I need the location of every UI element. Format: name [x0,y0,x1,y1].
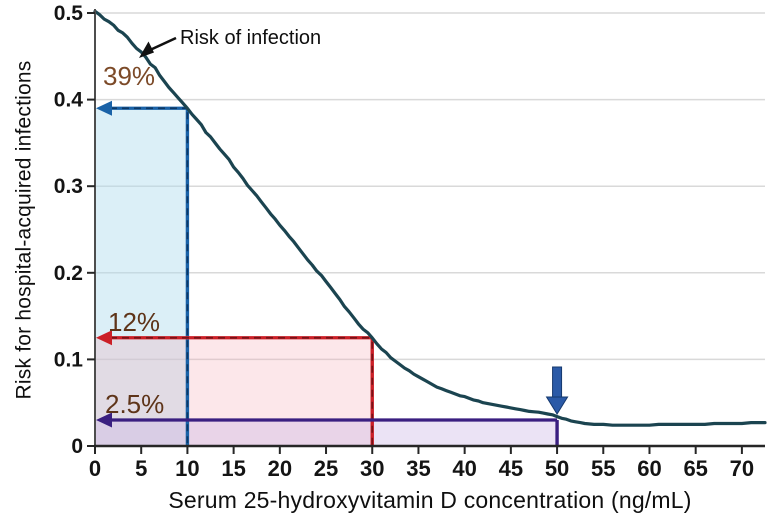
left-arrowhead-12% [96,330,112,346]
x-tick-label: 5 [135,456,147,481]
y-tick-label: 0 [71,435,83,458]
x-tick-label: 65 [683,456,707,481]
highlight-down-arrow-shaft [552,366,563,399]
x-tick-label: 60 [637,456,661,481]
x-tick-label: 30 [360,456,384,481]
x-tick-label: 10 [175,456,199,481]
risk-curve [93,9,767,427]
y-tick-label: 0.5 [54,2,84,25]
y-tick-label: 0.3 [54,175,83,198]
x-tick-label: 20 [268,456,292,481]
annotation-arrowhead-icon [139,41,154,58]
curve-annotation-label: Risk of infection [180,27,322,49]
x-tick-label: 55 [591,456,615,481]
x-tick-label: 15 [221,456,245,481]
highlight-down-arrow-icon [545,396,569,415]
x-tick-label: 50 [545,456,569,481]
marker-label-12pct: 12% [108,307,161,337]
marker-label-39pct: 39% [103,61,156,91]
shaded-region-2.5% [95,420,558,446]
left-arrowhead-2.5% [96,412,112,428]
x-tick-label: 45 [499,456,523,481]
x-tick-label: 0 [89,456,101,481]
shaded-region-12% [95,337,373,446]
shaded-region-39% [95,108,188,446]
x-tick-label: 70 [730,456,754,481]
x-axis-title: Serum 25-hydroxyvitamin D concentration … [168,487,692,513]
y-tick-label: 0.4 [54,89,84,112]
x-tick-label: 25 [314,456,338,481]
left-arrowhead-39% [96,100,112,116]
x-tick-label: 35 [406,456,430,481]
y-tick-label: 0.2 [54,262,83,285]
x-tick-label: 40 [452,456,476,481]
y-tick-label: 0.1 [54,348,84,371]
marker-label-2-5pct: 2.5% [105,389,165,419]
annotation-arrow-line [149,36,177,52]
